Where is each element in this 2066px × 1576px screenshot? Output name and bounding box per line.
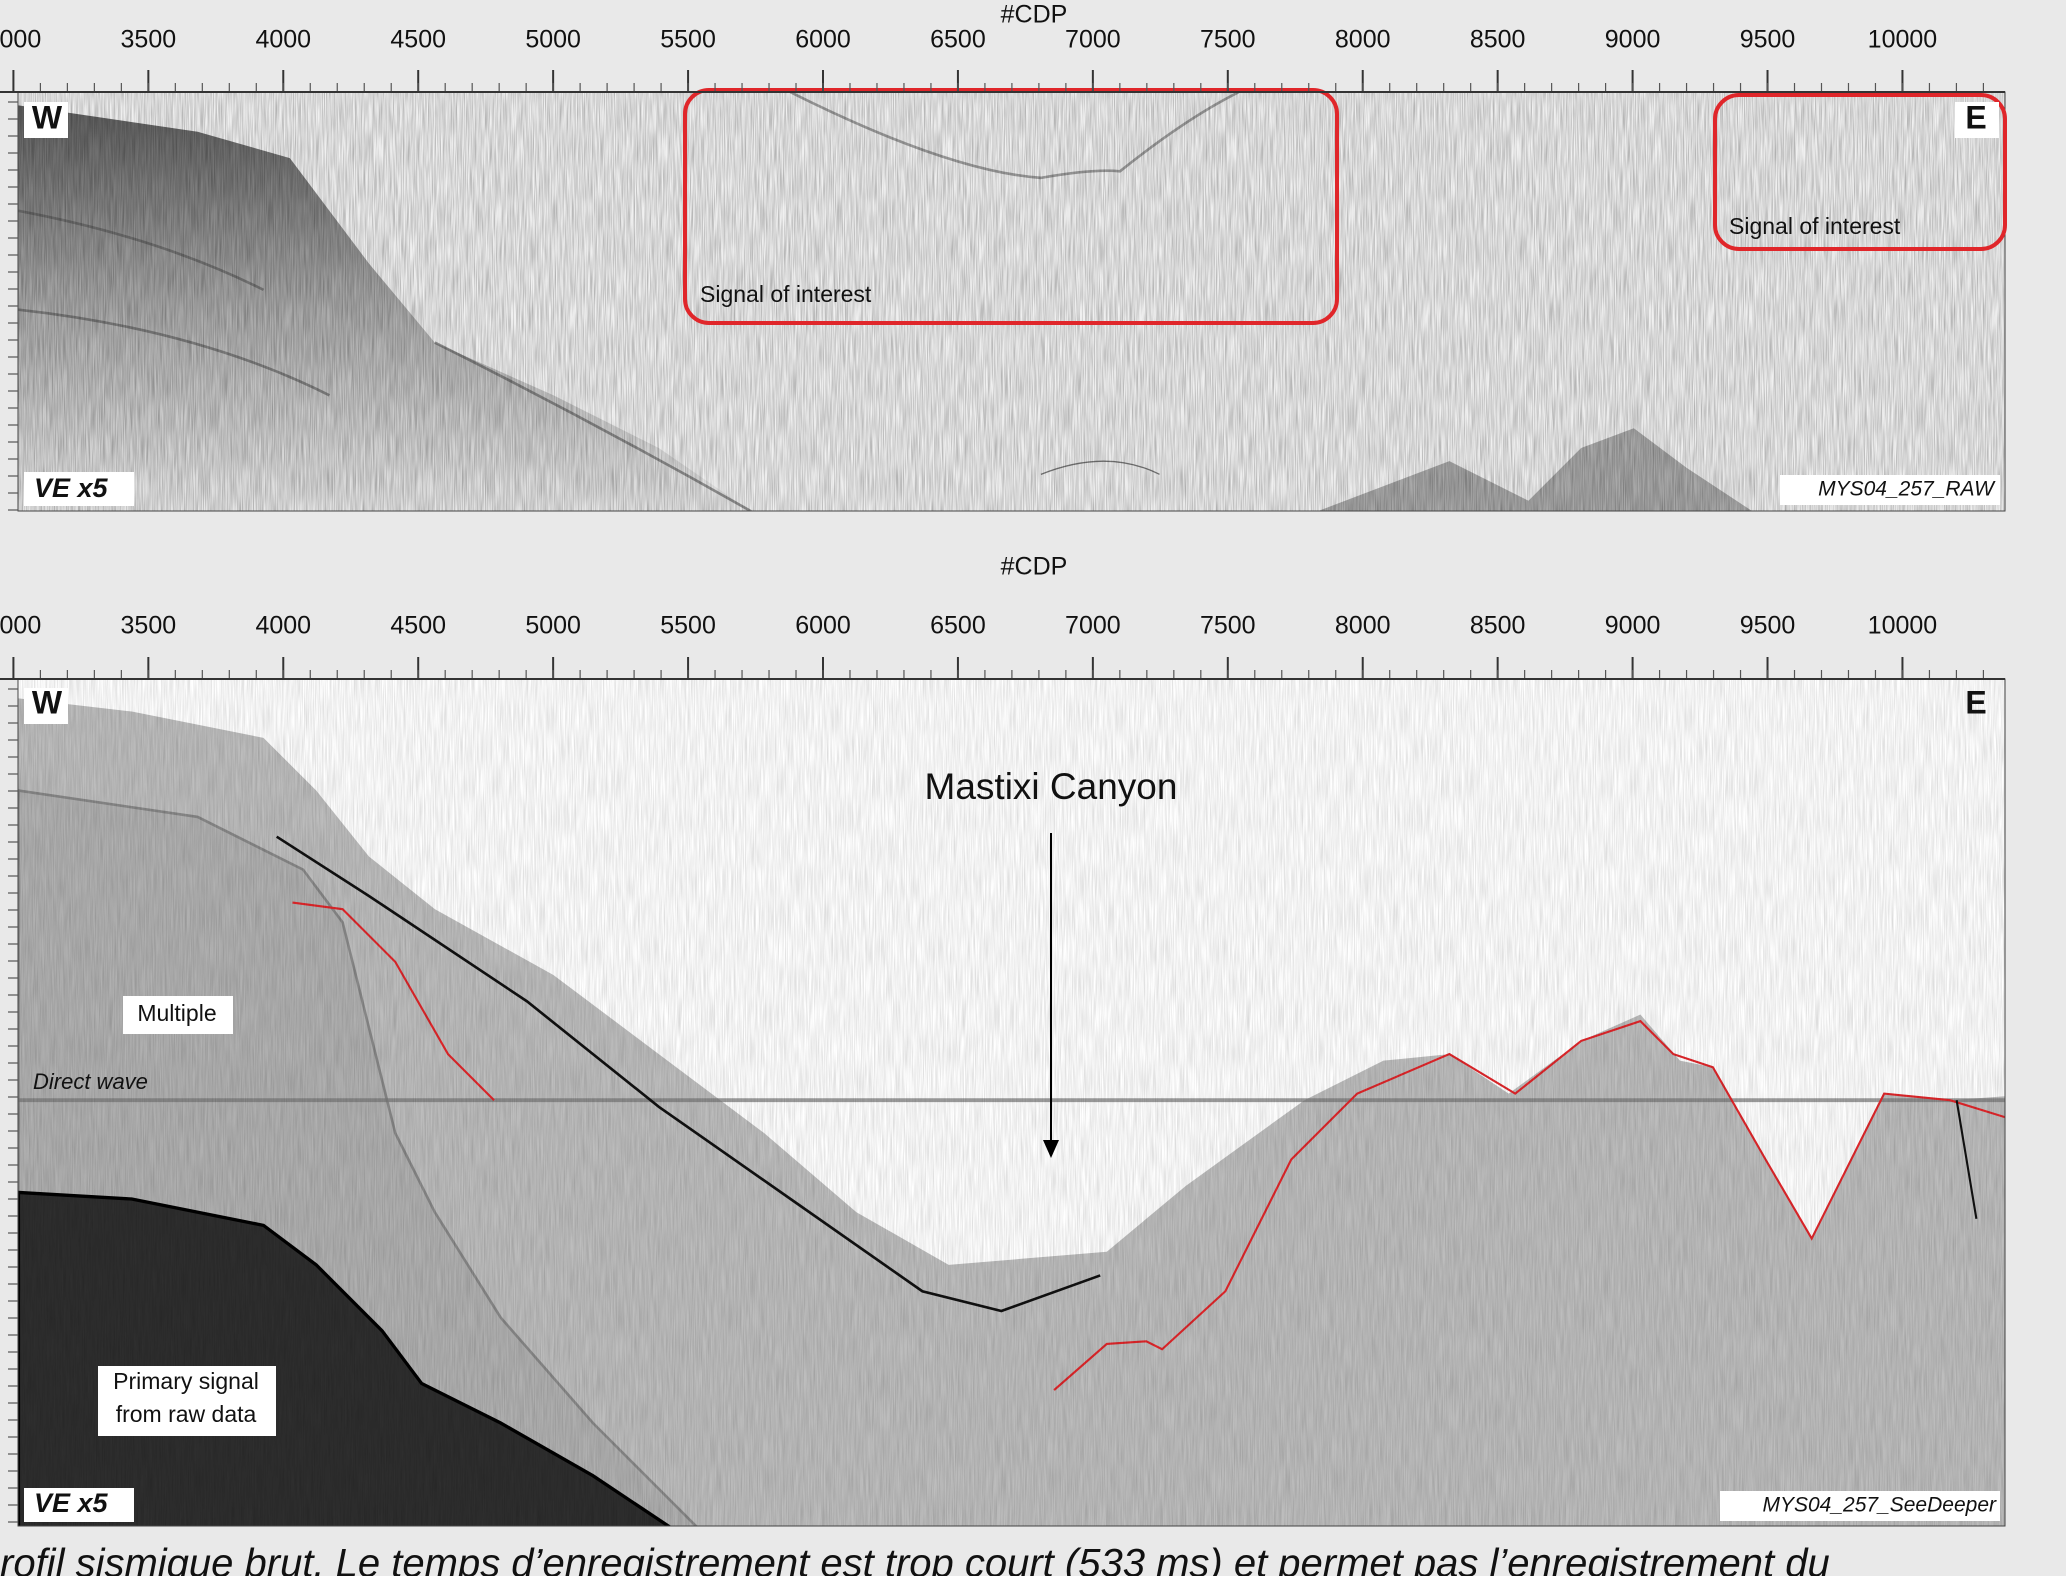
- x-tick-label: 7500: [1200, 26, 1256, 54]
- x-tick-label: 5000: [525, 612, 581, 640]
- x-tick-label: 8500: [1470, 26, 1526, 54]
- x-tick-label: 6500: [930, 612, 986, 640]
- annotation: Mastixi Canyon: [925, 766, 1178, 807]
- x-tick-label: 3500: [121, 26, 177, 54]
- seismic-processed: [18, 679, 2005, 1526]
- annotation: Signal of interest: [1729, 213, 1901, 239]
- x-tick-label: 3000: [0, 26, 41, 54]
- annotation: Signal of interest: [700, 281, 872, 307]
- x-tick-label: 5500: [660, 612, 716, 640]
- ve-label: VE x5: [34, 473, 109, 503]
- x-tick-label: 8000: [1335, 612, 1391, 640]
- side-label: W: [32, 99, 63, 135]
- x-tick-label: 5000: [525, 26, 581, 54]
- x-tick-label: 4000: [255, 26, 311, 54]
- axis-title: #CDP: [1001, 553, 1068, 581]
- x-tick-label: 4000: [255, 612, 311, 640]
- x-tick-label: 7500: [1200, 612, 1256, 640]
- x-tick-label: 7000: [1065, 26, 1121, 54]
- profile-id: MYS04_257_RAW: [1818, 478, 1996, 501]
- profile-id: MYS04_257_SeeDeeper: [1762, 1494, 1997, 1517]
- axis-title: #CDP: [1001, 1, 1068, 29]
- x-tick-label: 9500: [1740, 26, 1796, 54]
- x-tick-label: 4500: [390, 26, 446, 54]
- side-label: W: [32, 684, 63, 720]
- x-tick-label: 8500: [1470, 612, 1526, 640]
- x-tick-label: 7000: [1065, 612, 1121, 640]
- x-tick-label: 5500: [660, 26, 716, 54]
- annotation: Multiple: [137, 1000, 216, 1026]
- side-label: E: [1965, 99, 1986, 135]
- x-tick-label: 3500: [121, 612, 177, 640]
- x-tick-label: 10000: [1868, 612, 1938, 640]
- annotation: Direct wave: [33, 1069, 148, 1094]
- side-label: E: [1965, 684, 1986, 720]
- x-tick-label: 6500: [930, 26, 986, 54]
- x-tick-label: 3000: [0, 612, 41, 640]
- ve-label: VE x5: [34, 1488, 109, 1518]
- seismic-raw: [18, 92, 2005, 511]
- x-tick-label: 10000: [1868, 26, 1938, 54]
- x-tick-label: 6000: [795, 26, 851, 54]
- x-tick-label: 9000: [1605, 26, 1661, 54]
- x-tick-label: 6000: [795, 612, 851, 640]
- x-tick-label: 9500: [1740, 612, 1796, 640]
- annotation: Primary signal: [113, 1368, 259, 1394]
- x-tick-label: 8000: [1335, 26, 1391, 54]
- caption: rofil sismique brut. Le temps d’enregist…: [0, 1542, 1830, 1576]
- x-tick-label: 9000: [1605, 612, 1661, 640]
- highlight-box: [683, 88, 1339, 325]
- highlight-box: [1713, 93, 2007, 251]
- x-tick-label: 4500: [390, 612, 446, 640]
- annotation: from raw data: [116, 1401, 257, 1427]
